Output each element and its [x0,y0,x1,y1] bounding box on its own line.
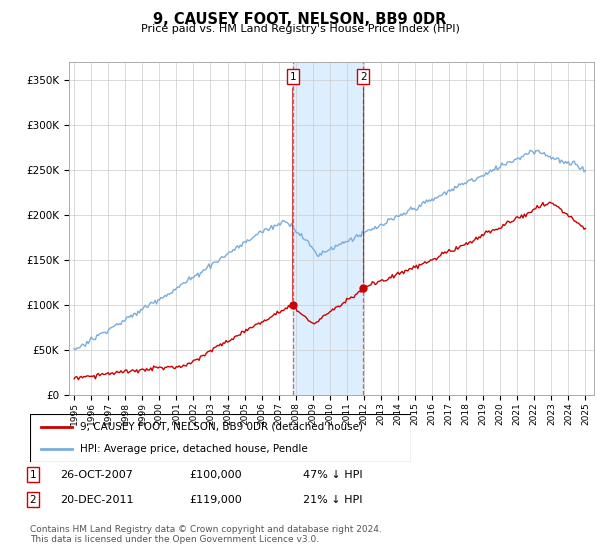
Text: 21% ↓ HPI: 21% ↓ HPI [303,494,362,505]
Text: 1: 1 [29,470,37,480]
Text: 20-DEC-2011: 20-DEC-2011 [60,494,133,505]
Text: Contains HM Land Registry data © Crown copyright and database right 2024.: Contains HM Land Registry data © Crown c… [30,525,382,534]
Text: 2: 2 [360,72,367,82]
Text: 2: 2 [29,494,37,505]
Text: 47% ↓ HPI: 47% ↓ HPI [303,470,362,480]
Text: £100,000: £100,000 [189,470,242,480]
Text: 9, CAUSEY FOOT, NELSON, BB9 0DR (detached house): 9, CAUSEY FOOT, NELSON, BB9 0DR (detache… [80,422,362,432]
Text: 26-OCT-2007: 26-OCT-2007 [60,470,133,480]
Text: 1: 1 [289,72,296,82]
Text: 9, CAUSEY FOOT, NELSON, BB9 0DR: 9, CAUSEY FOOT, NELSON, BB9 0DR [154,12,446,27]
Text: This data is licensed under the Open Government Licence v3.0.: This data is licensed under the Open Gov… [30,535,319,544]
Text: Price paid vs. HM Land Registry's House Price Index (HPI): Price paid vs. HM Land Registry's House … [140,24,460,34]
Bar [293,62,364,395]
Text: £119,000: £119,000 [189,494,242,505]
Text: HPI: Average price, detached house, Pendle: HPI: Average price, detached house, Pend… [80,444,307,454]
